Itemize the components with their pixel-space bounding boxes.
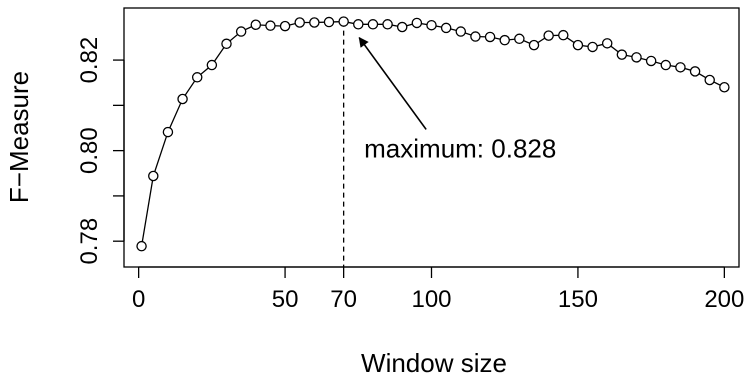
data-points bbox=[136, 16, 730, 252]
data-point bbox=[616, 49, 628, 60]
annotation-arrow bbox=[358, 36, 427, 130]
data-point bbox=[675, 62, 686, 73]
data-point bbox=[645, 55, 657, 67]
data-point bbox=[235, 26, 247, 37]
x-tick-label: 150 bbox=[558, 286, 598, 313]
y-axis-title: F−Measure bbox=[4, 71, 34, 203]
data-point bbox=[499, 34, 510, 46]
y-axis: 0.78 0.80 0.82 bbox=[76, 37, 125, 265]
data-point bbox=[162, 126, 174, 138]
data-point bbox=[250, 19, 262, 31]
data-point bbox=[148, 170, 159, 182]
data-point bbox=[470, 31, 481, 42]
x-axis: 0 50 70 100 150 200 bbox=[132, 266, 744, 313]
y-tick-label: 0.80 bbox=[76, 127, 103, 174]
data-point bbox=[411, 17, 423, 29]
data-point bbox=[382, 19, 393, 30]
data-point bbox=[631, 52, 642, 63]
y-tick-label: 0.78 bbox=[76, 218, 103, 265]
data-point bbox=[279, 20, 291, 32]
data-point bbox=[660, 59, 672, 71]
data-point bbox=[543, 30, 554, 41]
data-point bbox=[572, 39, 584, 51]
data-point bbox=[221, 38, 232, 50]
data-point bbox=[353, 19, 364, 30]
data-point bbox=[177, 93, 188, 105]
data-point bbox=[309, 17, 320, 28]
data-point bbox=[294, 17, 305, 28]
data-point bbox=[426, 19, 437, 31]
data-point bbox=[601, 38, 613, 49]
x-tick-label: 50 bbox=[272, 286, 299, 313]
data-point bbox=[440, 22, 452, 34]
data-point bbox=[484, 31, 496, 43]
data-point bbox=[265, 20, 276, 31]
data-point bbox=[323, 16, 335, 28]
x-tick-label: 200 bbox=[704, 286, 744, 313]
data-point bbox=[455, 26, 467, 37]
data-point bbox=[719, 81, 730, 93]
data-point bbox=[514, 33, 525, 45]
x-tick-label: 0 bbox=[132, 286, 145, 313]
x-axis-title: Window size bbox=[361, 348, 507, 378]
data-point bbox=[136, 240, 147, 252]
data-point bbox=[396, 21, 408, 33]
data-point bbox=[338, 16, 349, 27]
data-point bbox=[704, 74, 715, 86]
x-tick-label: 100 bbox=[411, 286, 451, 313]
data-point bbox=[689, 66, 701, 77]
data-point bbox=[206, 59, 218, 71]
y-tick-label: 0.82 bbox=[76, 37, 103, 84]
data-point bbox=[367, 19, 379, 30]
data-point bbox=[191, 72, 203, 83]
data-point bbox=[528, 39, 540, 51]
annotation-label: maximum: 0.828 bbox=[364, 133, 556, 163]
data-point bbox=[587, 41, 598, 53]
data-point bbox=[558, 29, 569, 41]
x-tick-label: 70 bbox=[330, 286, 357, 313]
